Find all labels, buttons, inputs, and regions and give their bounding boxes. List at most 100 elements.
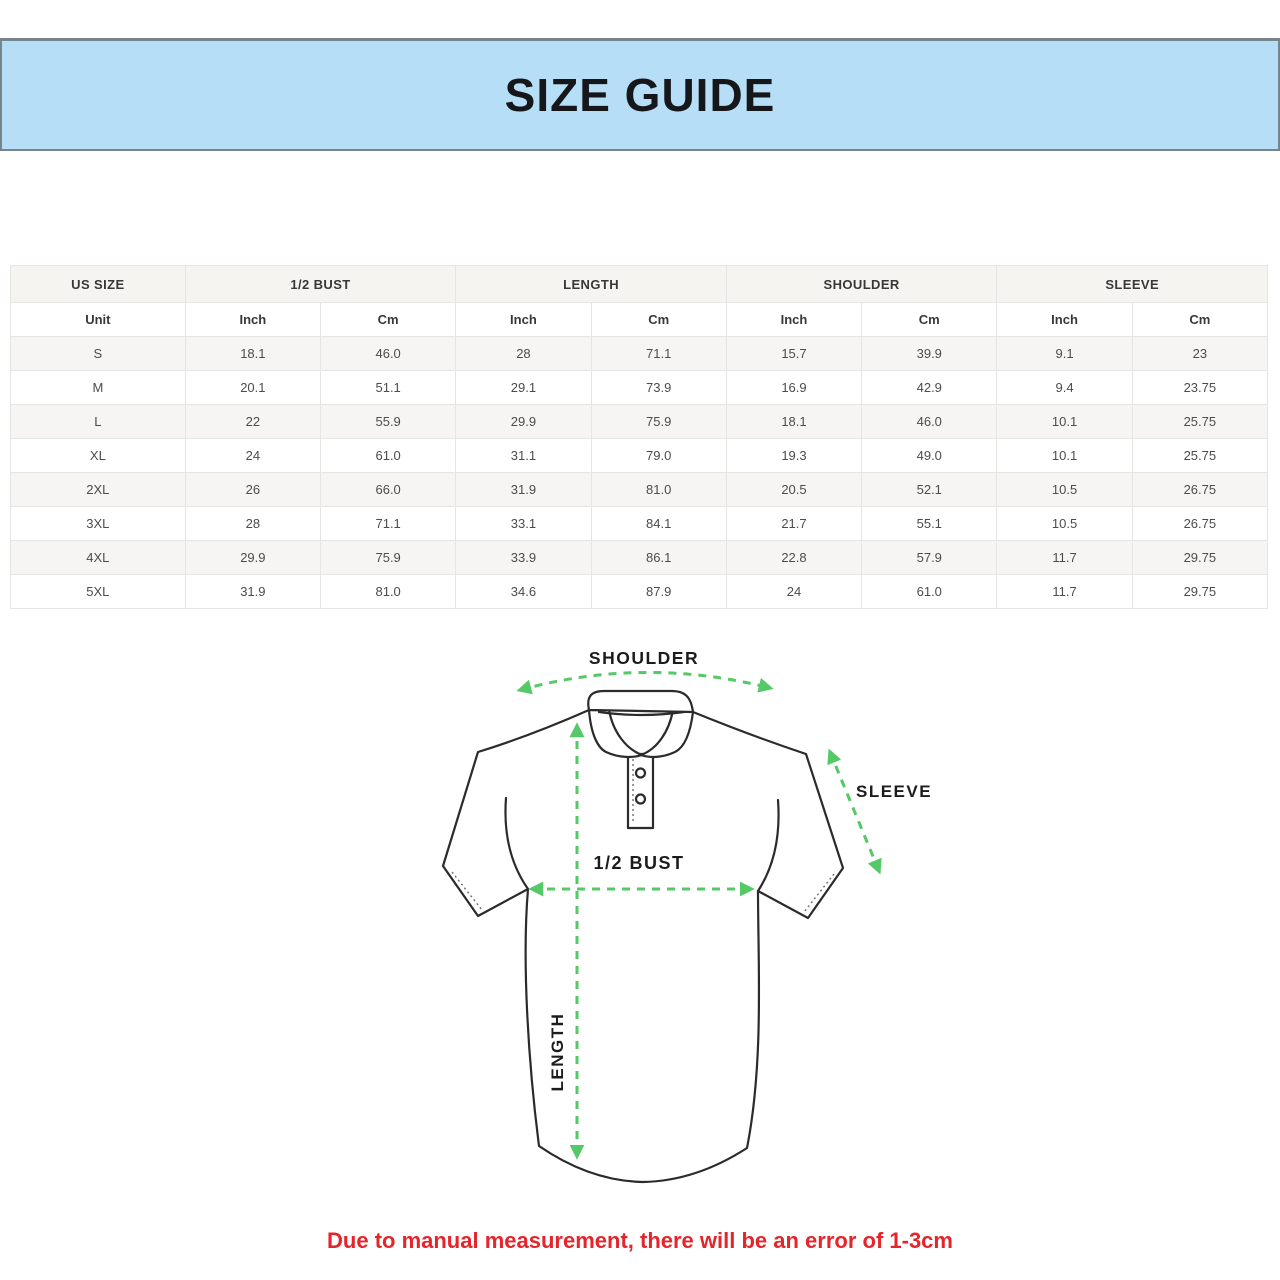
measurement-value: 86.1 [590,540,727,575]
column-group-sleeve: SLEEVE [996,265,1268,303]
measurement-value: 33.9 [455,540,592,575]
table-row: M 20.1 51.1 29.1 73.9 16.9 42.9 9.4 23.75 [10,370,1269,405]
measurement-value: 46.0 [319,336,457,371]
measurement-value: 23 [1131,336,1269,371]
shoulder-arrow [516,671,774,695]
unit-header-row: Unit Inch Cm Inch Cm Inch Cm Inch Cm [10,302,1269,337]
collar-right-flap [639,708,695,759]
measurement-value: 29.75 [1131,574,1269,609]
collar-band [587,689,695,714]
measurement-value: 28 [184,506,322,541]
measurement-value: 49.0 [861,438,998,473]
collar-fold-line [597,710,686,717]
unit-header: Inch [725,302,863,337]
unit-header: Inch [184,302,322,337]
measurement-value: 10.5 [996,506,1133,541]
column-group-row: US SIZE 1/2 BUST LENGTH SHOULDER SLEEVE [10,265,1268,303]
right-cuff-stitch [803,873,835,913]
placket [626,752,655,830]
unit-label: Unit [10,302,186,337]
table-row: S 18.1 46.0 28 71.1 15.7 39.9 9.1 23 [10,336,1269,371]
unit-header: Cm [1131,302,1269,337]
column-group-us-size: US SIZE [10,265,186,303]
table-row: 2XL 26 66.0 31.9 81.0 20.5 52.1 10.5 26.75 [10,472,1269,507]
measurement-value: 24 [184,438,322,473]
table-body: S 18.1 46.0 28 71.1 15.7 39.9 9.1 23 M 20.1 51.1 29.… [10,336,1269,609]
measurement-value: 61.0 [861,574,998,609]
table-head: US SIZE 1/2 BUST LENGTH SHOULDER SLEEVE Unit… [10,265,1269,337]
size-label: S [10,336,186,371]
measurement-value: 10.5 [996,472,1133,507]
measurement-value: 11.7 [996,574,1133,609]
measurement-value: 26 [184,472,322,507]
unit-header: Cm [590,302,727,337]
measurement-diagram: SHOULDER SLEEVE 1/2 BUST LENGTH [420,640,960,1200]
measurement-value: 31.9 [455,472,592,507]
size-label: 3XL [10,506,186,541]
column-group-shoulder: SHOULDER [725,265,998,303]
measurement-value: 29.9 [455,404,592,439]
measurement-value: 23.75 [1131,370,1269,405]
page-title: SIZE GUIDE [504,69,776,121]
measurement-value: 34.6 [455,574,592,609]
measurement-value: 19.3 [725,438,863,473]
size-label: 2XL [10,472,186,507]
measurement-value: 46.0 [861,404,998,439]
left-cuff-stitch [451,871,483,911]
table-row: 4XL 29.9 75.9 33.9 86.1 22.8 57.9 11.7 29.75 [10,540,1269,575]
measurement-value: 22 [184,404,322,439]
measurement-value: 71.1 [590,336,727,371]
measurement-value: 28 [455,336,592,371]
size-label: XL [10,438,186,473]
size-label: 5XL [10,574,186,609]
measurement-value: 71.1 [319,506,457,541]
size-table: US SIZE 1/2 BUST LENGTH SHOULDER SLEEVE Unit… [10,265,1269,609]
measurement-value: 18.1 [725,404,863,439]
measurement-value: 9.1 [996,336,1133,371]
button-bottom [634,793,647,805]
measurement-value: 22.8 [725,540,863,575]
measurement-value: 39.9 [861,336,998,371]
measurement-value: 31.1 [455,438,592,473]
measurement-value: 24 [725,574,863,609]
size-label: M [10,370,186,405]
measurement-value: 15.7 [725,336,863,371]
measurement-value: 25.75 [1131,404,1269,439]
bust-label: 1/2 BUST [593,853,684,873]
size-table-grid: US SIZE 1/2 BUST LENGTH SHOULDER SLEEVE Unit… [10,265,1269,609]
polo-shirt-diagram: SHOULDER SLEEVE 1/2 BUST LENGTH [441,648,932,1184]
measurement-value: 29.75 [1131,540,1269,575]
measurement-value: 61.0 [319,438,457,473]
measurement-value: 25.75 [1131,438,1269,473]
measurement-value: 33.1 [455,506,592,541]
measurement-value: 84.1 [590,506,727,541]
left-armhole-seam [504,796,530,891]
measurement-value: 66.0 [319,472,457,507]
column-group-1-2-bust: 1/2 BUST [184,265,457,303]
sleeve-arrow [827,748,882,875]
measurement-value: 42.9 [861,370,998,405]
length-label: LENGTH [548,1013,567,1092]
size-guide-banner: SIZE GUIDE [0,38,1280,151]
measurement-value: 81.0 [319,574,457,609]
measurement-value: 21.7 [725,506,863,541]
unit-header: Cm [861,302,998,337]
measurement-value: 18.1 [184,336,322,371]
measurement-value: 87.9 [590,574,727,609]
measurement-value: 79.0 [590,438,727,473]
measurement-value: 16.9 [725,370,863,405]
column-group-length: LENGTH [455,265,727,303]
measurement-value: 26.75 [1131,472,1269,507]
measurement-value: 10.1 [996,404,1133,439]
measurement-value: 51.1 [319,370,457,405]
measurement-note: Due to manual measurement, there will be… [327,1228,953,1253]
unit-header: Cm [319,302,457,337]
collar-left-flap [587,708,644,759]
sleeve-label: SLEEVE [856,782,932,801]
measurement-value: 57.9 [861,540,998,575]
unit-header: Inch [996,302,1133,337]
size-label: 4XL [10,540,186,575]
table-row: L 22 55.9 29.9 75.9 18.1 46.0 10.1 25.75 [10,404,1269,439]
measurement-value: 26.75 [1131,506,1269,541]
shoulder-label: SHOULDER [589,648,699,668]
